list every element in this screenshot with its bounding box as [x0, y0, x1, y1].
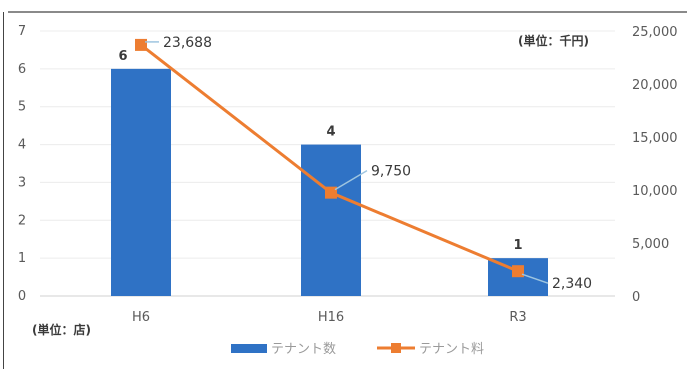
legend: テナント数 テナント料	[231, 342, 484, 357]
left-tick-label: 7	[18, 24, 26, 39]
bar-data-label: 4	[326, 125, 335, 140]
left-tick-label: 3	[18, 175, 26, 190]
left-tick-label: 1	[18, 251, 26, 266]
bar	[111, 68, 171, 296]
right-axis-unit-label: (単位：千円)	[518, 33, 589, 48]
left-tick-label: 5	[18, 100, 26, 115]
left-axis-unit-label: (単位：店)	[32, 322, 91, 337]
label-leader	[334, 170, 368, 191]
category-label: H6	[132, 310, 150, 325]
right-tick-label: 20,000	[632, 78, 678, 93]
line-data-label: 9,750	[371, 164, 411, 180]
right-tick-label: 15,000	[632, 131, 678, 146]
left-axis-ticks: 0 1 2 3 4 5 6 7	[18, 24, 26, 304]
legend-label-line: テナント料	[419, 342, 484, 357]
category-label: R3	[509, 310, 526, 325]
right-tick-label: 5,000	[632, 237, 669, 252]
category-label: H16	[318, 310, 344, 325]
left-tick-label: 6	[18, 62, 26, 77]
label-leader	[521, 273, 549, 284]
right-tick-label: 10,000	[632, 184, 678, 199]
category-axis: H6 H16 R3	[132, 310, 527, 325]
line-marker	[325, 186, 337, 199]
left-tick-label: 4	[18, 138, 26, 153]
right-tick-label: 0	[632, 290, 640, 305]
bar-series: 6 4 1	[111, 49, 548, 296]
bar-data-label: 6	[118, 49, 127, 64]
line-series: 23,688 9,750 2,340	[135, 35, 592, 292]
line-data-label: 2,340	[552, 276, 592, 292]
line-marker	[512, 265, 524, 278]
legend-label-bar: テナント数	[271, 342, 336, 357]
line-marker	[135, 38, 147, 51]
legend-swatch-bar	[231, 344, 267, 353]
left-tick-label: 2	[18, 213, 26, 228]
right-axis-ticks: 0 5,000 10,000 15,000 20,000 25,000	[632, 25, 678, 305]
legend-swatch-marker	[391, 343, 401, 353]
right-tick-label: 25,000	[632, 25, 678, 40]
line-data-label: 23,688	[163, 35, 212, 51]
bar-data-label: 1	[513, 238, 522, 253]
left-tick-label: 0	[18, 289, 26, 304]
bar	[301, 144, 361, 296]
